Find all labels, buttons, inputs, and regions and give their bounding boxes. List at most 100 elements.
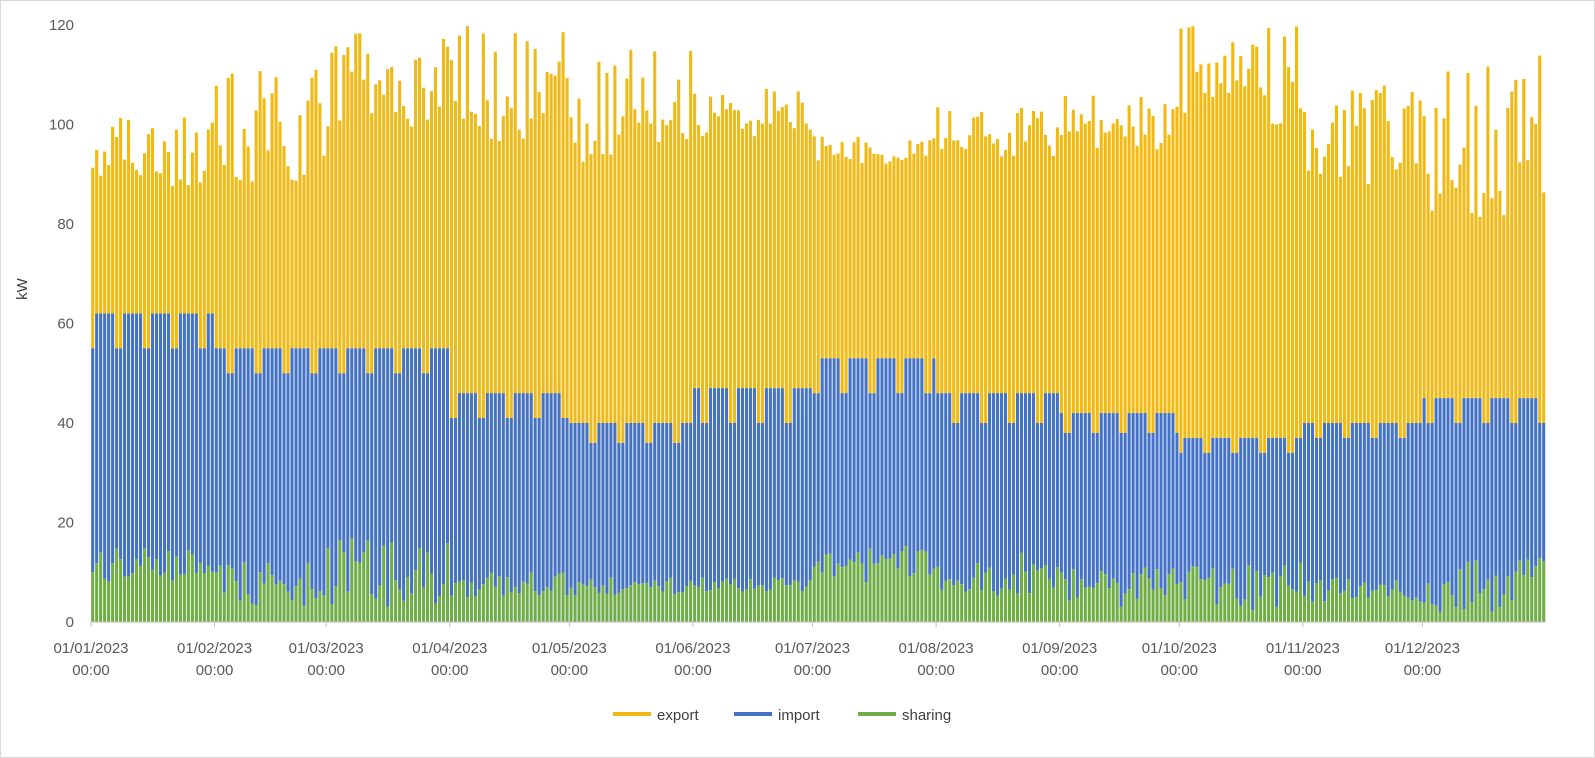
bar-export [1095, 147, 1099, 433]
bar-export [1434, 108, 1438, 399]
bar-export [202, 170, 206, 349]
bar-sharing [414, 569, 418, 622]
bar-import [350, 348, 354, 539]
bar-sharing [306, 562, 310, 622]
bar-sharing [697, 587, 701, 622]
bar-export [278, 121, 282, 349]
bar-import [1390, 423, 1394, 590]
bar-export [912, 153, 916, 359]
bar-export [940, 148, 944, 394]
bar-import [752, 388, 756, 589]
bar-export [1394, 169, 1398, 423]
bar-export [493, 51, 497, 394]
bar-import [1314, 437, 1319, 584]
x-tick-date: 01/11/2023 [1266, 640, 1340, 657]
bar-import [677, 442, 681, 593]
bar-import [509, 418, 513, 592]
bar-import [1259, 452, 1263, 597]
bar-import [629, 423, 633, 586]
bar-sharing [298, 578, 302, 622]
bar-import [1191, 437, 1195, 567]
bar-import [912, 358, 916, 574]
bar-export [1183, 112, 1187, 438]
bar-import [1450, 398, 1454, 595]
bar-sharing [728, 584, 733, 622]
bar-sharing [1039, 568, 1043, 622]
bar-export [641, 77, 645, 423]
bar-export [1119, 125, 1123, 433]
bar-sharing [1179, 582, 1183, 622]
bar-export [928, 140, 932, 394]
bar-export [577, 98, 581, 423]
bar-import [701, 423, 705, 578]
bar-import [972, 393, 976, 578]
bar-export [589, 154, 593, 443]
bar-export [776, 110, 780, 389]
bar-import [908, 358, 912, 577]
bar-sharing [449, 595, 454, 622]
bar-import [768, 388, 772, 590]
bar-import [441, 348, 446, 585]
bar-export [860, 162, 864, 359]
bar-sharing [972, 577, 976, 622]
bar-sharing [99, 552, 103, 622]
bar-export [457, 35, 461, 394]
bar-import [1378, 423, 1382, 585]
bar-sharing [1410, 600, 1414, 622]
x-tick-date: 01/09/2023 [1022, 640, 1097, 657]
bar-import [95, 313, 99, 564]
bar-import [856, 358, 860, 553]
x-tick-date: 01/06/2023 [655, 640, 730, 657]
bar-import [425, 373, 430, 553]
y-axis-title: kW [14, 277, 31, 300]
bar-import [394, 373, 398, 581]
bar-import [1283, 437, 1287, 566]
bar-sharing [709, 590, 713, 622]
bar-export [960, 146, 964, 394]
bar-import [605, 423, 609, 594]
bar-export [1131, 126, 1135, 414]
bar-sharing [856, 552, 860, 622]
bar-export [756, 119, 760, 423]
bar-import [402, 348, 406, 601]
bar-export [394, 112, 398, 374]
bar-sharing [533, 591, 537, 622]
bar-export [346, 47, 350, 349]
bar-sharing [1191, 566, 1195, 622]
bar-sharing [314, 598, 318, 622]
bar-sharing [1434, 605, 1438, 622]
bar-export [1378, 92, 1382, 424]
bar-sharing [390, 542, 394, 622]
bar-export [270, 93, 274, 349]
y-tick-label: 60 [57, 316, 74, 333]
bar-import [517, 393, 521, 593]
bar-import [764, 388, 768, 592]
bar-export [1067, 131, 1071, 433]
bar-export [1000, 156, 1004, 394]
bar-import [127, 313, 131, 577]
bar-export [107, 165, 111, 314]
bar-sharing [629, 585, 633, 622]
bar-sharing [290, 600, 294, 622]
bar-import [836, 358, 840, 564]
x-tick-time: 00:00 [1404, 662, 1442, 679]
bar-import [609, 423, 613, 578]
bar-export [242, 128, 246, 349]
bar-sharing [940, 589, 944, 622]
bar-export [908, 140, 912, 359]
bar-export [1390, 157, 1394, 423]
bar-sharing [804, 586, 808, 622]
bar-export [1171, 109, 1175, 414]
bar-sharing [1458, 569, 1462, 622]
bar-sharing [254, 605, 258, 622]
bar-sharing [860, 563, 864, 622]
bar-sharing [274, 584, 278, 622]
bar-sharing [657, 586, 661, 622]
bar-export [645, 110, 649, 443]
bar-import [1091, 432, 1095, 588]
bar-export [509, 108, 513, 419]
bar-sharing [302, 605, 306, 622]
bar-sharing [505, 577, 509, 622]
bar-export [294, 180, 298, 349]
bar-import [107, 313, 111, 582]
